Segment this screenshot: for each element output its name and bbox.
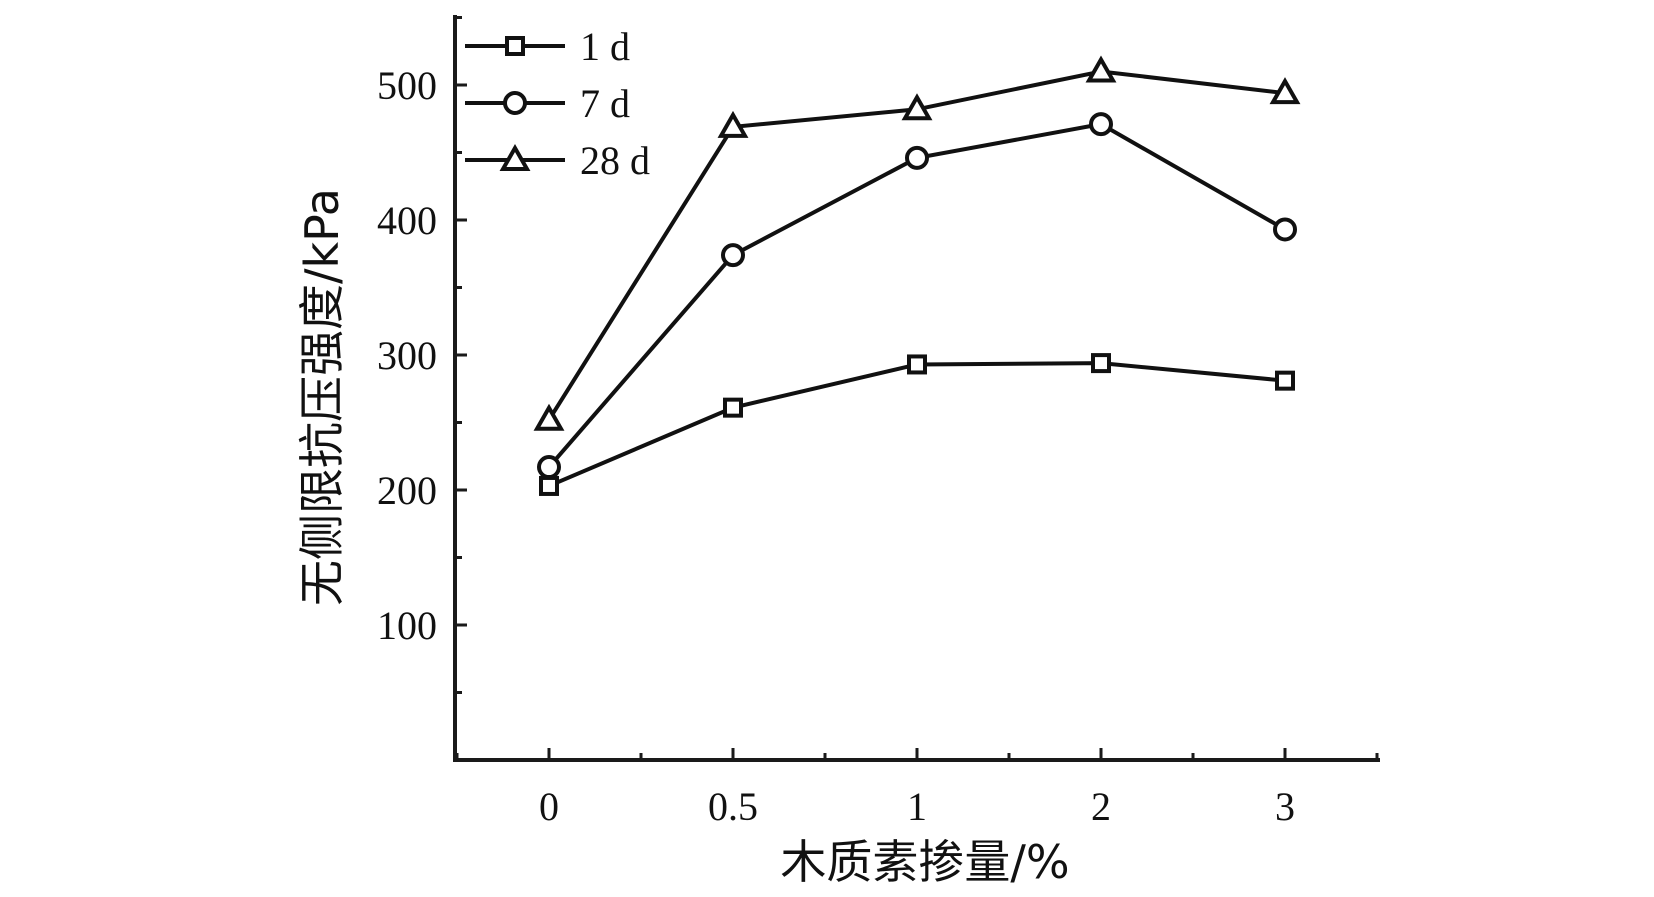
data-point-square	[539, 475, 559, 496]
legend-marker-triangle	[499, 143, 531, 171]
legend-item: 7 d	[465, 81, 630, 126]
data-point-circle	[1089, 112, 1113, 137]
data-point-triangle	[1269, 77, 1301, 105]
data-point-triangle	[717, 110, 749, 138]
y-tick-label: 400	[377, 198, 437, 243]
x-ticks: 0 0.5 1 2 3	[455, 748, 1379, 829]
series-line	[547, 122, 1286, 469]
data-point-square	[907, 354, 927, 375]
legend: 1 d 7 d 28 d	[465, 24, 650, 183]
legend-item: 1 d	[465, 24, 630, 69]
legend-marker-square	[505, 36, 525, 56]
data-point-triangle	[1085, 55, 1117, 83]
data-point-circle	[537, 455, 561, 480]
legend-marker-circle	[503, 91, 527, 115]
y-tick-label: 500	[377, 63, 437, 108]
axes	[453, 15, 1380, 762]
series-0	[539, 353, 1295, 496]
series-line	[548, 361, 1286, 488]
series-1	[537, 112, 1297, 480]
series-layer	[533, 55, 1301, 496]
y-tick-label: 200	[377, 468, 437, 513]
legend-item: 28 d	[465, 138, 650, 183]
x-tick-label: 0.5	[708, 784, 758, 829]
data-point-triangle	[901, 93, 933, 121]
legend-label: 28 d	[580, 138, 650, 183]
legend-label: 1 d	[580, 24, 630, 69]
data-point-circle	[1273, 217, 1297, 242]
series-2	[533, 55, 1301, 431]
data-point-circle	[905, 145, 929, 170]
data-point-circle	[721, 243, 745, 268]
x-tick-label: 2	[1091, 784, 1111, 829]
data-point-triangle	[533, 403, 565, 431]
y-ticks: 100 200 300 400 500	[377, 16, 467, 694]
legend-label: 7 d	[580, 81, 630, 126]
y-tick-label: 100	[377, 603, 437, 648]
x-tick-label: 3	[1275, 784, 1295, 829]
data-point-square	[1275, 370, 1295, 391]
x-axis-title: 木质素掺量/%	[780, 835, 1069, 889]
x-tick-label: 0	[539, 784, 559, 829]
data-point-square	[1091, 353, 1111, 374]
y-tick-label: 300	[377, 333, 437, 378]
x-tick-label: 1	[907, 784, 927, 829]
data-point-square	[723, 397, 743, 418]
y-axis-title: 无侧限抗压强度/kPa	[295, 188, 349, 606]
